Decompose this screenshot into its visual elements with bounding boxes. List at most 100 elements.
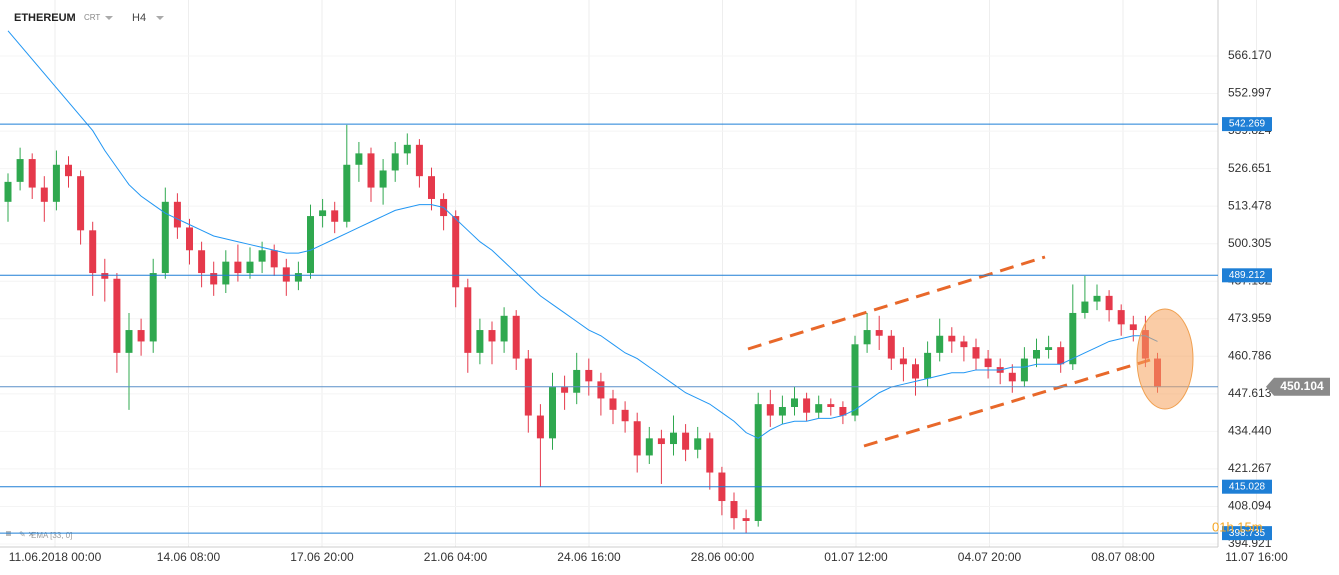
- candle-body: [597, 381, 605, 399]
- candle-body: [706, 438, 714, 473]
- x-tick-label: 01.07 12:00: [824, 550, 888, 564]
- candle-body: [573, 369, 581, 393]
- candle-body: [319, 210, 327, 217]
- candle-body: [161, 201, 169, 274]
- candle-body: [1069, 312, 1077, 365]
- candle-body: [307, 216, 314, 274]
- candle-body: [960, 341, 968, 348]
- candle-body: [742, 518, 750, 521]
- candle-body: [89, 230, 97, 274]
- candle-body: [464, 287, 472, 353]
- candle-body: [52, 164, 60, 202]
- candle-body: [294, 273, 302, 282]
- candle-body: [173, 201, 181, 228]
- caret[interactable]: [156, 16, 164, 20]
- candle-body: [912, 364, 919, 379]
- candle-body: [125, 330, 133, 353]
- candle-body: [331, 210, 339, 222]
- timer: 01h 15m: [1212, 519, 1263, 534]
- candle-body: [633, 421, 641, 456]
- interval[interactable]: H4: [132, 12, 146, 24]
- candle-body: [428, 176, 435, 199]
- candle-body: [1033, 350, 1040, 359]
- y-tick-label: 500.305: [1228, 236, 1272, 250]
- candle-body: [137, 330, 145, 342]
- candle-body: [1008, 372, 1016, 382]
- candle-body: [754, 404, 762, 521]
- candle-body: [682, 432, 690, 450]
- candle-body: [1129, 324, 1137, 331]
- candle-body: [549, 387, 556, 439]
- candle-body: [778, 406, 786, 416]
- y-tick-label: 421.267: [1228, 461, 1272, 475]
- candle-body: [379, 170, 387, 188]
- candle-body: [621, 409, 629, 422]
- chart-kind[interactable]: CRT: [84, 13, 100, 22]
- candle-body: [512, 315, 520, 359]
- y-tick-label: 473.959: [1228, 311, 1272, 325]
- candle-body: [186, 227, 193, 251]
- candle-body: [210, 273, 218, 285]
- candle-body: [791, 398, 798, 407]
- candle-body: [28, 159, 36, 188]
- candle-body: [657, 438, 665, 445]
- candle-body: [476, 330, 484, 353]
- candle-body: [972, 347, 980, 359]
- level-label: 415.028: [1229, 481, 1266, 492]
- y-tick-label: 434.440: [1228, 424, 1272, 438]
- candle-body: [500, 315, 508, 342]
- x-tick-label: 11.06.2018 00:00: [9, 550, 102, 564]
- candle-body: [65, 164, 72, 177]
- candle-body: [149, 273, 157, 342]
- candle-body: [198, 250, 206, 274]
- level-tag: [1222, 117, 1272, 132]
- level-tag: [1222, 268, 1272, 283]
- candle-body: [1081, 301, 1089, 313]
- candle-body: [924, 352, 932, 379]
- candle-body: [609, 398, 617, 410]
- candle-body: [585, 369, 593, 382]
- candle-body: [391, 153, 399, 171]
- level-label: 398.735: [1229, 528, 1266, 539]
- candle-body: [488, 330, 496, 342]
- candle-body: [766, 404, 774, 416]
- candle-body: [863, 330, 871, 345]
- y-tick-label: 460.786: [1228, 348, 1272, 362]
- candle-body: [1020, 358, 1028, 382]
- grid: [0, 0, 1257, 547]
- candle-body: [222, 261, 230, 285]
- candle-body: [77, 176, 85, 231]
- candle-body: [827, 404, 835, 407]
- candle-body: [730, 501, 738, 519]
- candle-body: [415, 144, 423, 177]
- y-tick-label: 566.170: [1228, 48, 1272, 62]
- x-tick-label: 04.07 20:00: [958, 550, 1022, 564]
- candle-body: [899, 358, 907, 365]
- candle-body: [984, 358, 992, 368]
- candle-body: [815, 404, 823, 413]
- candle-body: [839, 406, 847, 416]
- candle-body: [113, 278, 121, 353]
- symbol[interactable]: ETHEREUM: [14, 12, 76, 24]
- y-tick-label: 513.478: [1228, 198, 1272, 212]
- level-label: 489.212: [1229, 270, 1266, 281]
- candle-body: [355, 153, 363, 165]
- x-tick-label: 14.06 08:00: [157, 550, 221, 564]
- candle-body: [234, 261, 242, 274]
- candle-body: [561, 387, 569, 393]
- candle-body: [936, 335, 944, 353]
- x-tick-label: 11.07 16:00: [1225, 550, 1288, 564]
- caret[interactable]: [105, 16, 113, 20]
- trend-line: [863, 358, 1151, 448]
- trend-line: [747, 255, 1046, 351]
- candle-body: [887, 335, 895, 359]
- candle-body: [1093, 295, 1101, 302]
- candle-body: [1105, 295, 1113, 311]
- indicator-icon[interactable]: ✎ ✕: [19, 530, 35, 539]
- candle-body: [246, 261, 254, 274]
- candle-body: [1045, 347, 1053, 351]
- candle-body: [948, 335, 956, 342]
- y-tick-label: 447.613: [1228, 386, 1272, 400]
